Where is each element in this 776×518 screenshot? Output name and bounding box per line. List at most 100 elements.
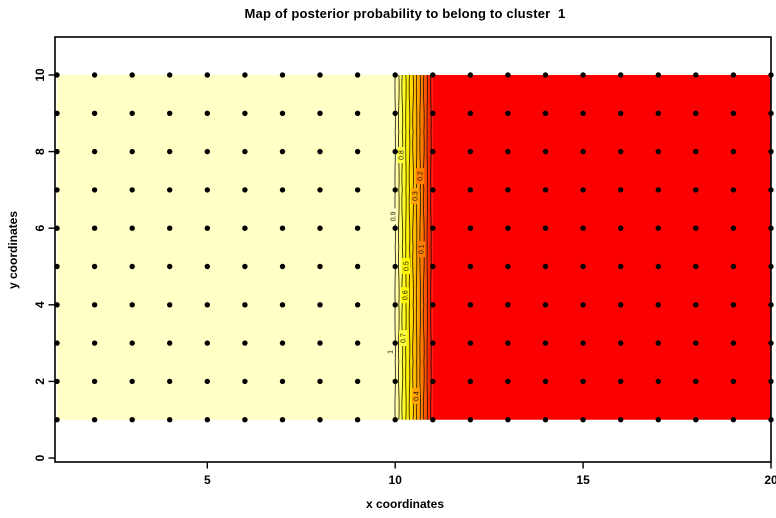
- data-point: [279, 263, 286, 270]
- contour-line-0.9: [397, 74, 400, 420]
- data-point: [542, 148, 549, 155]
- data-point: [430, 302, 436, 308]
- data-point: [542, 302, 549, 308]
- contour-line-0: [430, 74, 432, 420]
- data-point: [91, 225, 98, 231]
- data-point: [467, 225, 474, 231]
- data-point: [618, 340, 624, 346]
- data-point: [317, 263, 323, 270]
- data-point: [279, 72, 286, 78]
- data-point: [242, 148, 248, 155]
- data-point: [91, 378, 98, 385]
- data-point: [505, 110, 511, 117]
- data-point: [317, 417, 323, 423]
- data-point: [618, 225, 624, 231]
- data-point: [129, 72, 135, 78]
- data-point: [91, 72, 98, 78]
- contour-label: 0.1: [419, 244, 426, 254]
- chart-title: Map of posterior probability to belong t…: [244, 6, 566, 21]
- data-point: [242, 263, 248, 270]
- data-point: [580, 417, 586, 423]
- contour-label: 0.2: [418, 171, 425, 181]
- data-point: [91, 110, 98, 117]
- contour-label-gap: [411, 387, 420, 404]
- contour-label-gap: [416, 168, 425, 185]
- data-point: [392, 148, 398, 155]
- data-point: [693, 340, 699, 346]
- data-point: [467, 148, 474, 155]
- data-point: [580, 72, 586, 78]
- data-point: [730, 378, 737, 385]
- data-point: [655, 187, 661, 193]
- data-point: [242, 72, 248, 78]
- y-axis-label: y coordinates: [6, 210, 20, 290]
- data-point: [693, 378, 699, 385]
- contour-line-0.4: [415, 74, 418, 420]
- data-point: [204, 302, 210, 308]
- region-low-probability: [432, 74, 771, 420]
- data-point: [542, 263, 549, 270]
- data-point: [354, 225, 361, 231]
- data-point: [655, 110, 661, 117]
- data-point: [91, 302, 98, 308]
- data-point: [129, 340, 135, 346]
- contour-label-gap: [399, 330, 408, 347]
- data-point: [317, 72, 323, 78]
- data-point: [167, 110, 173, 117]
- data-point: [129, 148, 135, 155]
- data-point: [730, 110, 737, 117]
- data-point: [242, 378, 248, 385]
- data-point: [542, 340, 549, 346]
- data-point: [317, 187, 323, 193]
- data-point: [618, 187, 624, 193]
- data-point: [167, 148, 173, 155]
- data-point: [430, 378, 436, 385]
- contour-label: 0.5: [404, 261, 411, 271]
- data-point: [542, 378, 549, 385]
- data-point: [279, 187, 286, 193]
- data-point: [655, 417, 661, 423]
- contour-line-0.6: [408, 74, 411, 420]
- data-point: [204, 378, 210, 385]
- data-point: [204, 417, 210, 423]
- data-point: [693, 263, 699, 270]
- data-point: [91, 148, 98, 155]
- data-point: [242, 340, 248, 346]
- data-point: [392, 187, 398, 193]
- data-point: [693, 225, 699, 231]
- data-point: [242, 417, 248, 423]
- data-point: [204, 110, 210, 117]
- x-axis-label: x coordinates: [365, 497, 445, 511]
- data-point: [129, 187, 135, 193]
- data-point: [730, 225, 737, 231]
- y-tick-label: 6: [33, 225, 47, 232]
- data-point: [693, 110, 699, 117]
- data-point: [392, 225, 398, 231]
- data-point: [618, 148, 624, 155]
- data-point: [693, 72, 699, 78]
- data-point: [580, 340, 586, 346]
- contour-line-1: [394, 74, 396, 420]
- data-point: [392, 302, 398, 308]
- data-point: [354, 378, 361, 385]
- data-point: [204, 187, 210, 193]
- data-point: [354, 72, 361, 78]
- data-point: [167, 378, 173, 385]
- data-point: [505, 417, 511, 423]
- data-point: [580, 302, 586, 308]
- data-point: [505, 302, 511, 308]
- data-point: [542, 110, 549, 117]
- contour-label: 0.8: [399, 150, 406, 160]
- data-point: [354, 302, 361, 308]
- region-high-probability: [56, 74, 396, 420]
- data-point: [392, 340, 398, 346]
- contour-label: 1: [387, 350, 394, 354]
- y-tick-label: 10: [33, 68, 47, 82]
- contour-label: 0.7: [401, 333, 408, 343]
- data-point: [618, 302, 624, 308]
- data-point: [580, 187, 586, 193]
- data-point: [91, 417, 98, 423]
- contour-label-gap: [417, 241, 426, 258]
- data-point: [618, 263, 624, 270]
